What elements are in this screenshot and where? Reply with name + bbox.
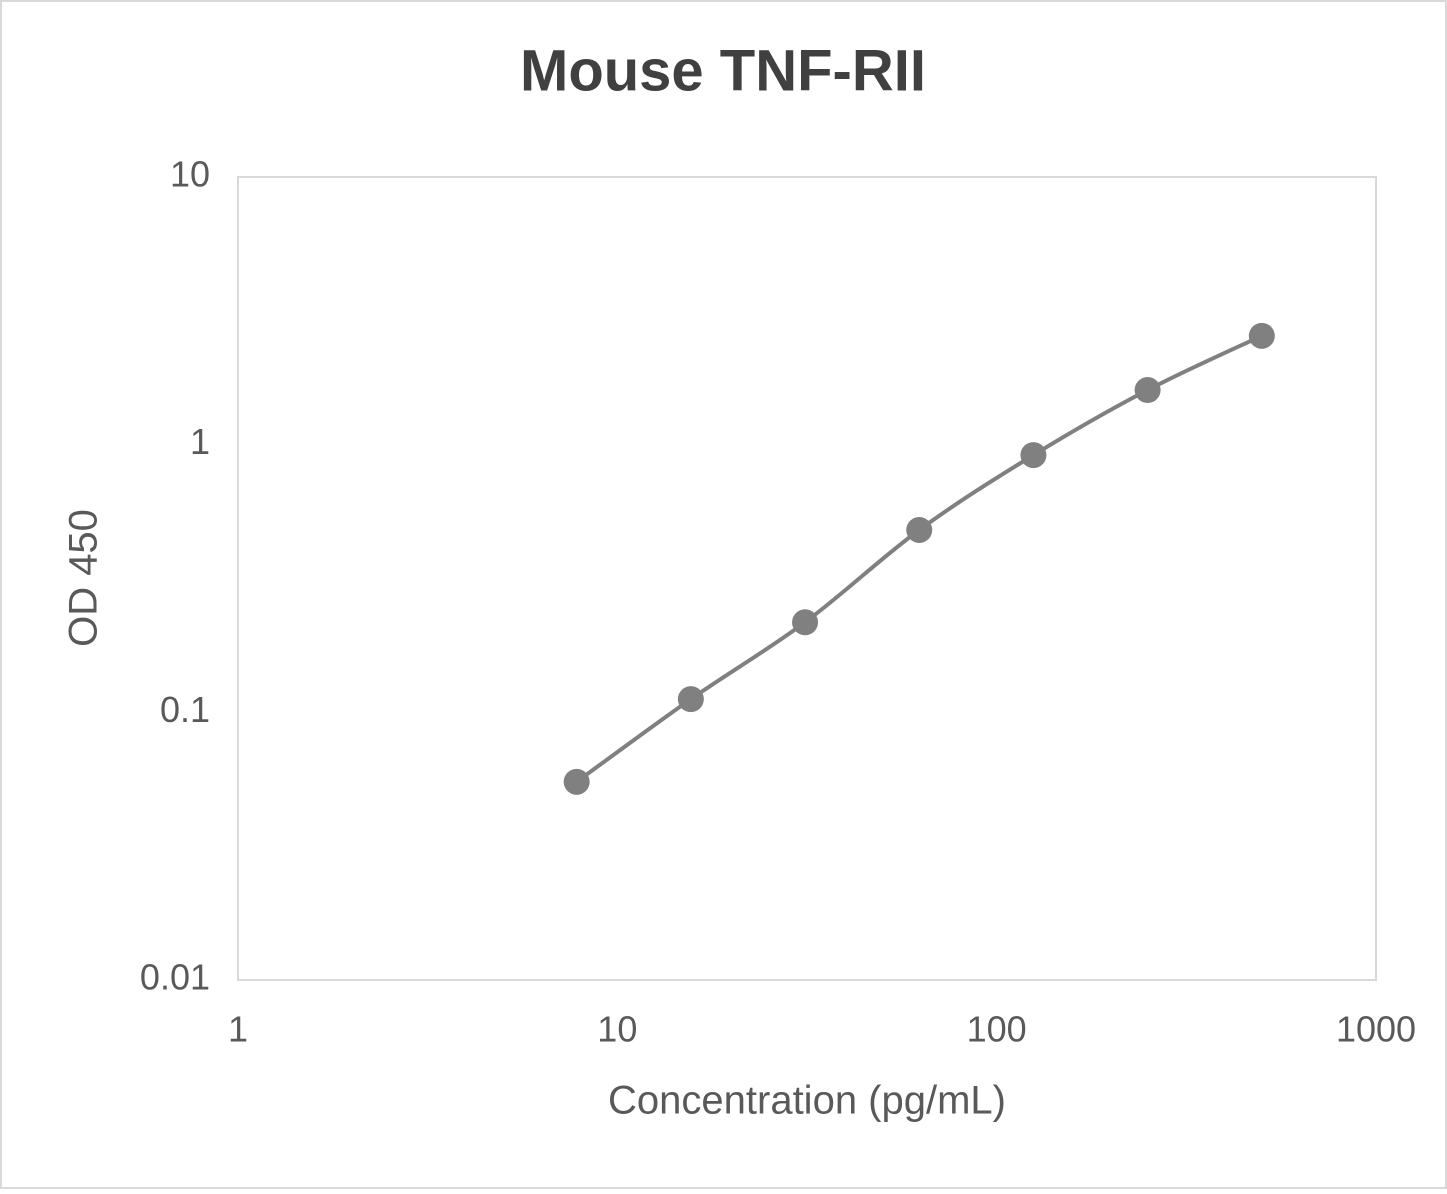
data-point (792, 609, 819, 636)
y-tick-label: 10 (170, 154, 210, 195)
data-point (563, 768, 590, 795)
y-tick-label: 0.1 (160, 689, 210, 730)
data-point (906, 516, 933, 543)
x-tick-label: 1000 (1336, 1009, 1416, 1050)
x-tick-label: 10 (597, 1009, 637, 1050)
y-axis-label: OD 450 (62, 509, 106, 647)
y-tick-label: 0.01 (140, 957, 210, 998)
x-tick-label: 100 (967, 1009, 1027, 1050)
data-point (1134, 377, 1161, 404)
data-point (1248, 322, 1275, 349)
x-tick-label: 1 (228, 1009, 248, 1050)
chart-title: Mouse TNF-RII (520, 38, 926, 103)
data-point (677, 686, 704, 713)
data-point (1020, 442, 1047, 469)
plot-area (237, 176, 1377, 981)
x-axis-label: Concentration (pg/mL) (608, 1079, 1006, 1123)
y-tick-label: 1 (190, 421, 210, 462)
